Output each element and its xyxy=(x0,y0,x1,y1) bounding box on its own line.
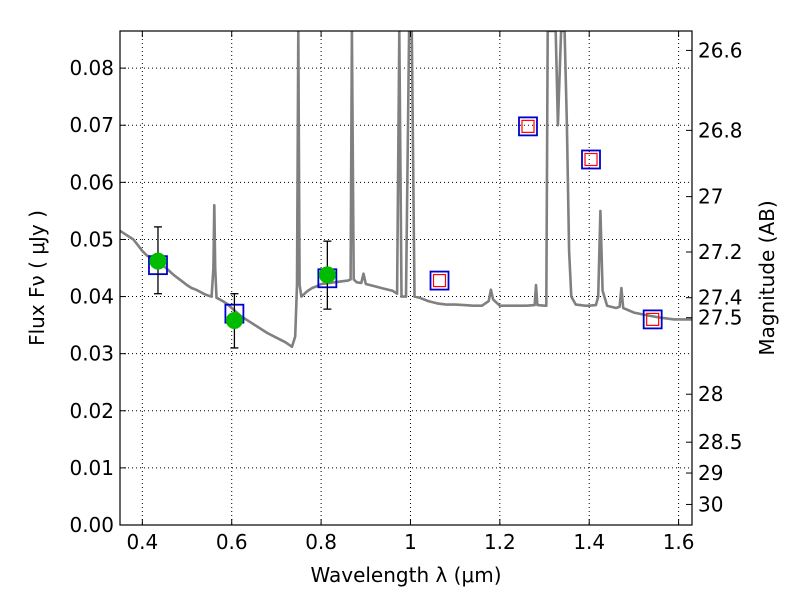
y-axis-label: Flux Fν ( μJy ) xyxy=(25,210,49,346)
y2-tick-label: 26.6 xyxy=(698,38,743,62)
observed-photometry-point xyxy=(318,266,336,284)
template-spectrum-line xyxy=(120,31,692,349)
model-photometry-marker xyxy=(518,116,538,137)
x-tick-label: 0.8 xyxy=(305,530,337,554)
y-tick-label: 0.02 xyxy=(69,399,114,423)
y2-axis-label: Magnitude (AB) xyxy=(755,200,779,355)
y2-tick-label: 27.4 xyxy=(698,286,743,310)
y-tick-label: 0.04 xyxy=(69,285,114,309)
y-tick-label: 0.05 xyxy=(69,227,114,251)
predicted-photometry-marker xyxy=(432,273,447,288)
y-tick-label: 0.03 xyxy=(69,342,114,366)
y2-tick-label: 28 xyxy=(698,382,723,406)
y-tick-label: 0.01 xyxy=(69,456,114,480)
predicted-photometry-marker xyxy=(521,119,535,133)
model-photometry-marker xyxy=(581,149,601,170)
y2-tick-label: 27.5 xyxy=(698,306,743,330)
model-photometry-marker xyxy=(642,309,663,330)
x-tick-label: 1.2 xyxy=(484,530,516,554)
observed-photometry-point xyxy=(225,312,243,330)
y2-tick-label: 27.2 xyxy=(698,240,743,264)
x-tick-label: 1.6 xyxy=(663,530,695,554)
y-tick-label: 0.00 xyxy=(69,513,114,537)
observed-photometry-point xyxy=(149,252,167,270)
y2-tick-label: 30 xyxy=(698,492,723,516)
x-tick-label: 0.6 xyxy=(216,530,248,554)
predicted-photometry-marker xyxy=(584,152,598,167)
y-tick-label: 0.06 xyxy=(69,170,114,194)
plot-area xyxy=(120,31,692,349)
x-tick-label: 1 xyxy=(404,530,417,554)
y2-tick-label: 28.5 xyxy=(698,430,743,454)
plot-frame xyxy=(119,30,693,526)
x-tick-label: 1.4 xyxy=(573,530,605,554)
model-photometry-marker xyxy=(429,270,450,291)
y2-tick-label: 27 xyxy=(698,185,723,209)
y-tick-label: 0.07 xyxy=(69,113,114,137)
predicted-photometry-marker xyxy=(646,312,660,327)
x-axis-label: Wavelength λ (μm) xyxy=(310,563,501,587)
y-tick-label: 0.08 xyxy=(69,56,114,80)
x-tick-label: 0.4 xyxy=(126,530,158,554)
ticks: 0.4 0.6 0.8 1 1.2 1.4 1.6 0.00 0.01 0.02 0.03 0.04 0… xyxy=(69,31,743,554)
y2-tick-label: 29 xyxy=(698,461,723,485)
y2-tick-label: 26.8 xyxy=(698,118,743,142)
